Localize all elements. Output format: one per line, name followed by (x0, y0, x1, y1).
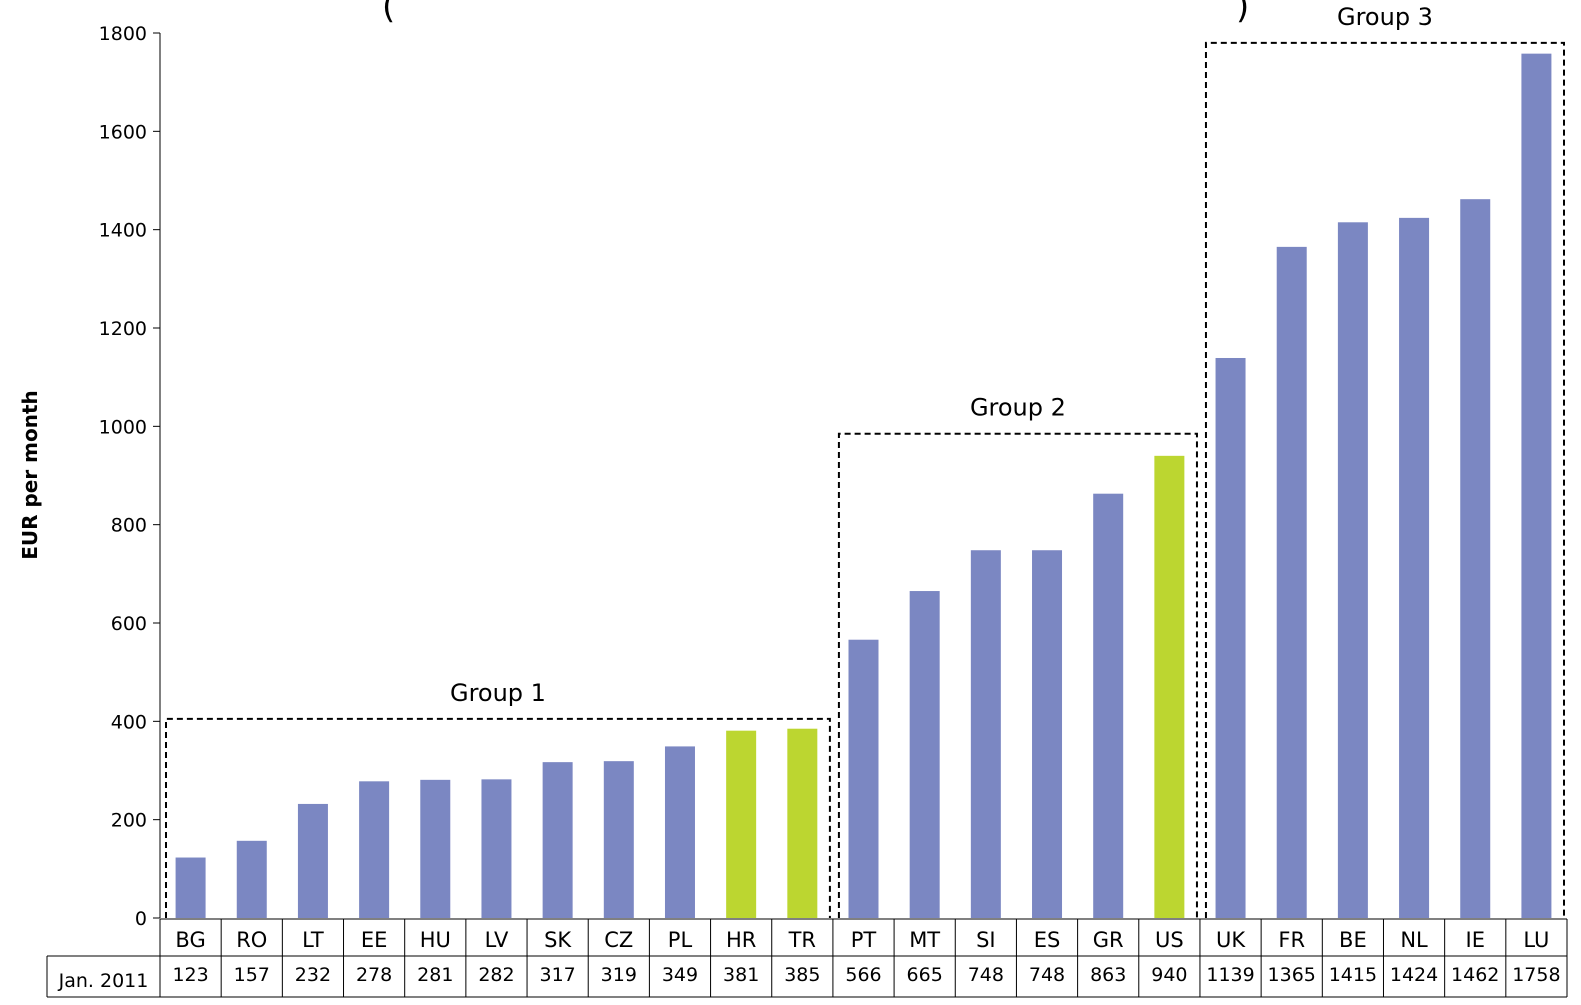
bar-ie (1460, 199, 1491, 918)
value-label-us: 940 (1151, 964, 1187, 986)
bar-ro (236, 840, 267, 918)
bar-us (1154, 455, 1185, 918)
category-label-be: BE (1339, 928, 1367, 952)
category-label-lt: LT (302, 928, 324, 952)
value-label-pt: 566 (845, 964, 881, 986)
y-tick-label: 400 (111, 711, 147, 733)
y-tick-label: 0 (135, 908, 147, 930)
value-label-ie: 1462 (1451, 964, 1499, 986)
value-label-ee: 278 (356, 964, 392, 986)
group-box-1 (165, 717, 831, 918)
group-box-2 (837, 432, 1198, 918)
y-tick-label: 600 (111, 613, 147, 635)
bar-hr (726, 730, 757, 918)
category-label-mt: MT (909, 928, 940, 952)
bar-si (970, 550, 1001, 918)
category-label-pl: PL (668, 928, 693, 952)
value-label-uk: 1139 (1206, 964, 1254, 986)
category-label-ie: IE (1466, 928, 1485, 952)
bars (175, 53, 1552, 918)
y-tick-label: 1400 (99, 220, 147, 242)
value-label-si: 748 (968, 964, 1004, 986)
value-label-fr: 1365 (1268, 964, 1316, 986)
value-label-cz: 319 (601, 964, 637, 986)
bar-be (1337, 222, 1368, 918)
value-label-be: 1415 (1329, 964, 1377, 986)
y-tick-label: 200 (111, 810, 147, 832)
group-label: Group 3 (1337, 3, 1433, 31)
table-row-label: Jan. 2011 (58, 970, 149, 992)
bar-es (1032, 550, 1063, 918)
category-label-gr: GR (1093, 928, 1124, 952)
category-label-bg: BG (175, 928, 205, 952)
bar-tr (787, 728, 818, 918)
bar-nl (1399, 217, 1430, 918)
bar-fr (1276, 246, 1307, 918)
category-label-ro: RO (236, 928, 267, 952)
category-label-cz: CZ (604, 928, 633, 952)
title-fragment-left: ( (382, 0, 395, 27)
value-label-mt: 665 (907, 964, 943, 986)
category-label-es: ES (1034, 928, 1061, 952)
y-axis-label: EUR per month (18, 390, 42, 560)
value-label-gr: 863 (1090, 964, 1126, 986)
title-fragment-right: ) (1236, 0, 1249, 27)
bar-sk (542, 762, 573, 918)
bar-pl (664, 746, 695, 918)
value-label-lv: 282 (478, 964, 514, 986)
y-tick-label: 1000 (99, 416, 147, 438)
value-label-es: 748 (1029, 964, 1065, 986)
category-label-uk: UK (1216, 928, 1246, 952)
category-label-lv: LV (485, 928, 509, 952)
value-label-hr: 381 (723, 964, 759, 986)
category-label-sk: SK (544, 928, 572, 952)
bar-uk (1215, 357, 1246, 918)
category-label-si: SI (976, 928, 996, 952)
category-label-hu: HU (420, 928, 451, 952)
category-label-ee: EE (361, 928, 388, 952)
bar-ee (359, 781, 390, 918)
category-label-nl: NL (1400, 928, 1428, 952)
category-label-us: US (1155, 928, 1184, 952)
bar-lt (297, 803, 328, 918)
bar-gr (1093, 493, 1124, 918)
value-label-nl: 1424 (1390, 964, 1438, 986)
bar-lu (1521, 53, 1552, 918)
bar-lv (481, 779, 512, 918)
y-tick-label: 800 (111, 515, 147, 537)
y-tick-label: 1200 (99, 318, 147, 340)
value-label-bg: 123 (172, 964, 208, 986)
value-label-lt: 232 (295, 964, 331, 986)
value-label-pl: 349 (662, 964, 698, 986)
bar-bg (175, 857, 206, 918)
category-label-pt: PT (851, 928, 877, 952)
bar-cz (603, 761, 634, 918)
data-table: Jan. 2011 BG 123 RO 157 LT 232 EE 278 HU 281 LV 282 S… (46, 918, 1568, 998)
value-label-hu: 281 (417, 964, 453, 986)
y-tick-label: 1800 (99, 23, 147, 45)
value-label-tr: 385 (784, 964, 820, 986)
y-tick-label: 1600 (99, 121, 147, 143)
group-label: Group 2 (970, 394, 1066, 422)
bar-hu (420, 779, 451, 918)
category-label-fr: FR (1278, 928, 1305, 952)
group-label: Group 1 (450, 679, 546, 707)
category-label-tr: TR (788, 928, 816, 952)
y-axis: 0 200 400 600 800 1000 1200 1400 1600 1800 (99, 23, 161, 930)
value-label-ro: 157 (234, 964, 270, 986)
category-label-lu: LU (1523, 928, 1549, 952)
bar-mt (909, 591, 940, 918)
category-label-hr: HR (726, 928, 756, 952)
group-box-3 (1204, 41, 1565, 918)
value-label-sk: 317 (539, 964, 575, 986)
group-boxes: Group 1 Group 2 Group 3 (165, 3, 1565, 918)
value-label-lu: 1758 (1512, 964, 1560, 986)
bar-pt (848, 639, 879, 918)
